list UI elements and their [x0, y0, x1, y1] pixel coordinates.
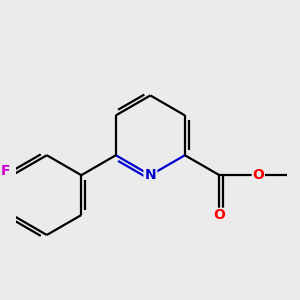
Text: N: N [145, 168, 156, 182]
Text: O: O [214, 208, 225, 222]
Text: F: F [1, 164, 10, 178]
Text: O: O [252, 168, 264, 182]
